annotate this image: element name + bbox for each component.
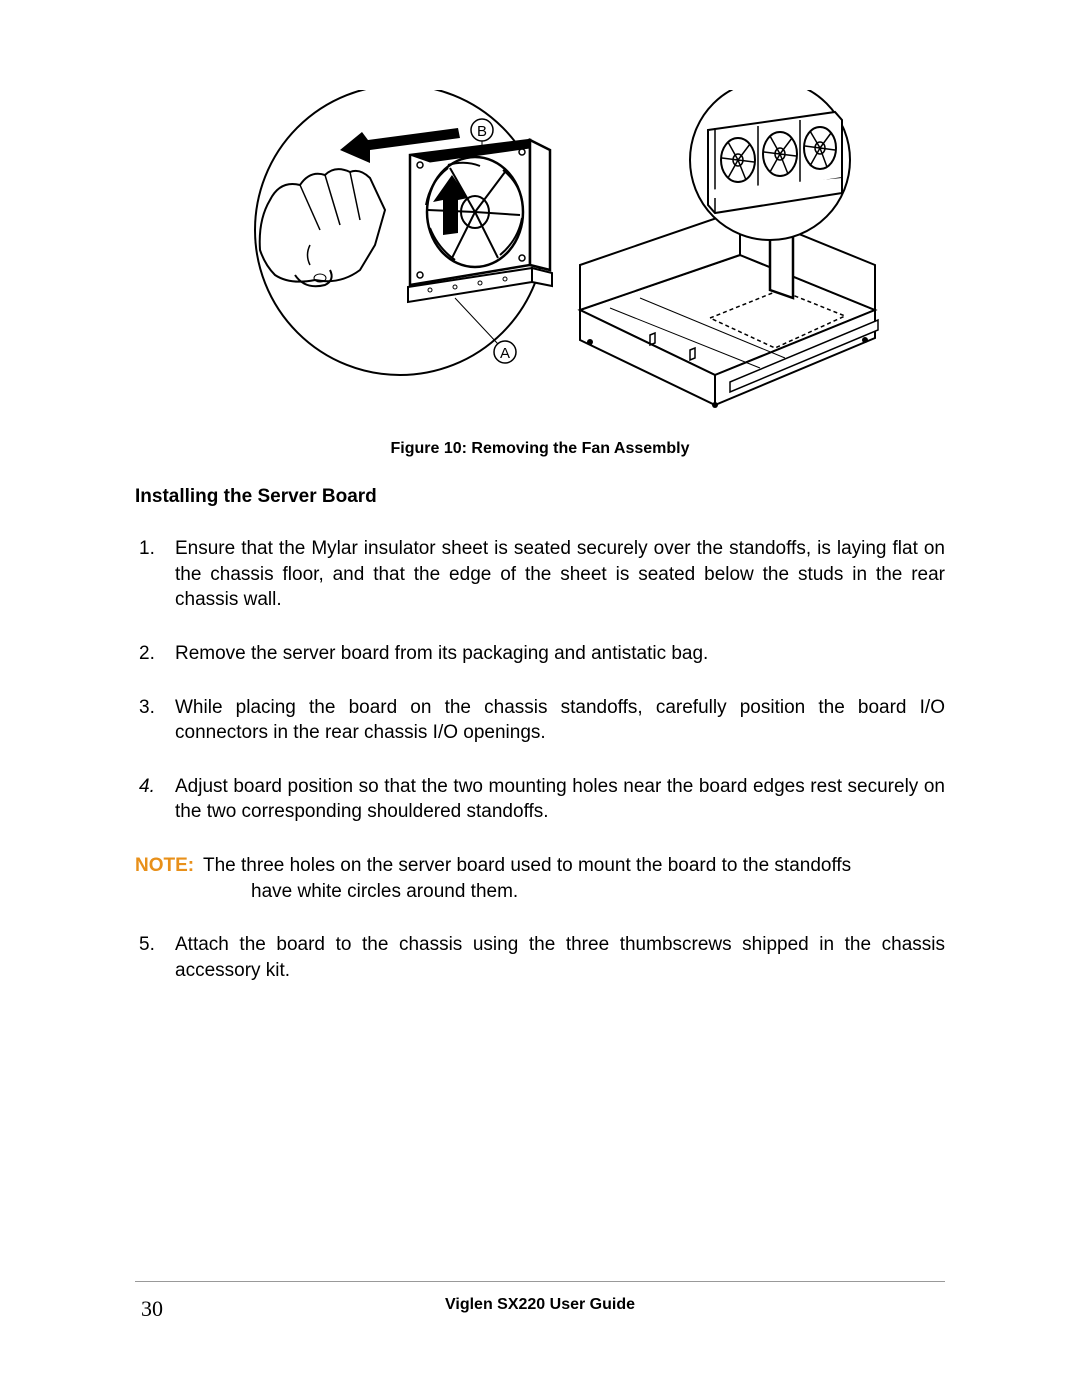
svg-text:A: A bbox=[500, 345, 510, 362]
step-text: Adjust board position so that the two mo… bbox=[175, 774, 945, 825]
note-block: NOTE: The three holes on the server boar… bbox=[135, 853, 945, 904]
step-text: Ensure that the Mylar insulator sheet is… bbox=[175, 536, 945, 613]
page-number: 30 bbox=[135, 1296, 163, 1322]
step-number: 3. bbox=[135, 695, 175, 746]
note-text: The three holes on the server board used… bbox=[203, 853, 945, 904]
step-3: 3. While placing the board on the chassi… bbox=[135, 695, 945, 746]
step-4: 4. Adjust board position so that the two… bbox=[135, 774, 945, 825]
step-text: While placing the board on the chassis s… bbox=[175, 695, 945, 746]
step-number: 2. bbox=[135, 641, 175, 667]
step-text: Attach the board to the chassis using th… bbox=[175, 932, 945, 983]
step-5: 5. Attach the board to the chassis using… bbox=[135, 932, 945, 983]
page-footer: 30 Viglen SX220 User Guide bbox=[135, 1281, 945, 1322]
step-number: 1. bbox=[135, 536, 175, 613]
svg-text:B: B bbox=[477, 123, 487, 140]
step-number: 5. bbox=[135, 932, 175, 983]
footer-title: Viglen SX220 User Guide bbox=[445, 1296, 635, 1314]
figure-caption: Figure 10: Removing the Fan Assembly bbox=[135, 440, 945, 458]
note-label: NOTE: bbox=[135, 853, 203, 904]
figure-illustration: B A bbox=[230, 90, 880, 415]
note-line1: The three holes on the server board used… bbox=[203, 855, 851, 876]
step-text: Remove the server board from its packagi… bbox=[175, 641, 945, 667]
section-heading: Installing the Server Board bbox=[135, 486, 945, 508]
step-2: 2. Remove the server board from its pack… bbox=[135, 641, 945, 667]
note-line2: have white circles around them. bbox=[203, 879, 518, 905]
step-1: 1. Ensure that the Mylar insulator sheet… bbox=[135, 536, 945, 613]
figure-container: B A bbox=[135, 90, 945, 458]
step-number: 4. bbox=[135, 774, 175, 825]
